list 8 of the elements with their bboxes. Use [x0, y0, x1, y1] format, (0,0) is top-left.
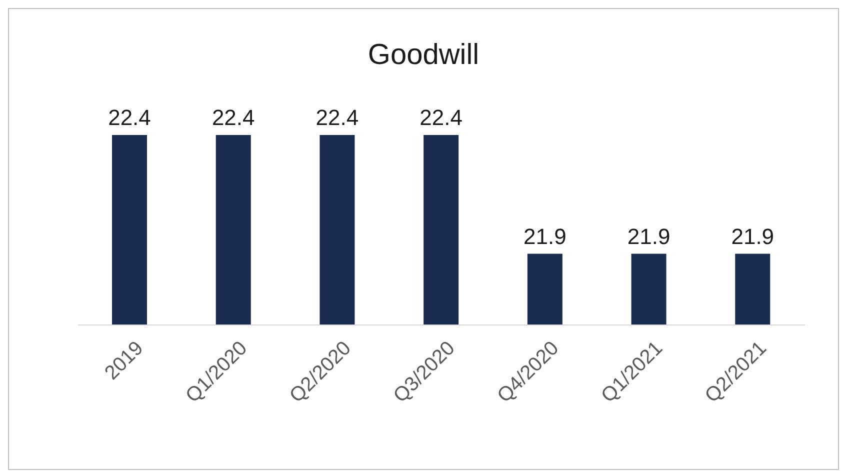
data-label: 21.9 — [627, 224, 670, 249]
data-label: 21.9 — [524, 224, 566, 249]
data-label: 22.4 — [108, 105, 151, 130]
data-label: 21.9 — [731, 224, 774, 249]
data-label: 22.4 — [316, 105, 359, 130]
chart-title: Goodwill — [366, 39, 480, 72]
data-label: 22.4 — [420, 105, 462, 130]
data-label: 22.4 — [212, 105, 255, 130]
